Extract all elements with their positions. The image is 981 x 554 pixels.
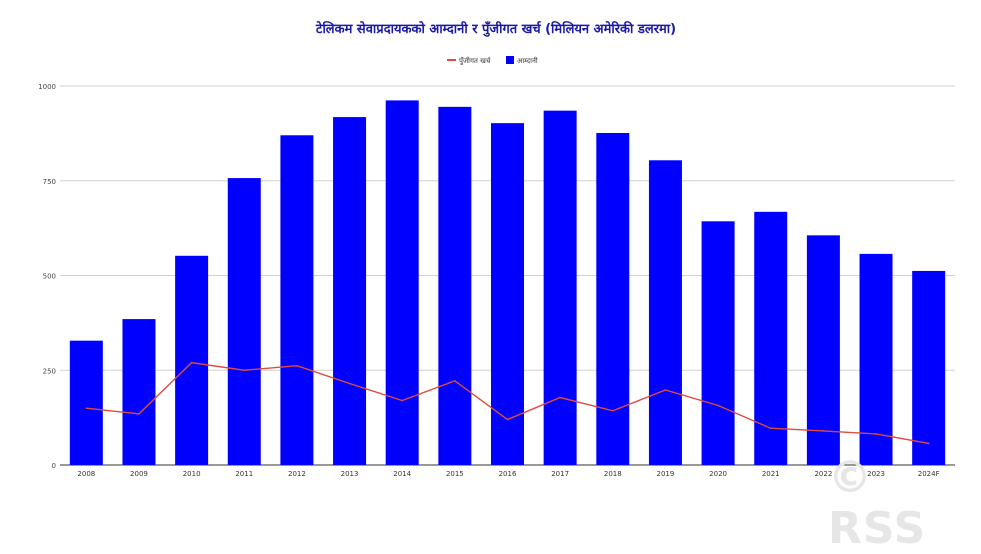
x-tick-label: 2020 — [709, 470, 727, 478]
bar-2012 — [280, 135, 314, 465]
y-tick-label: 0 — [52, 462, 56, 470]
x-tick-label: 2014 — [393, 470, 411, 478]
bar-2018 — [596, 132, 630, 465]
chart-svg: टेलिकम सेवाप्रदायकको आम्दानी र पुँजीगत ख… — [38, 21, 955, 478]
legend-label-line: पुँजीगत खर्च — [459, 56, 491, 65]
y-tick-label: 250 — [43, 367, 56, 375]
bar-2015 — [438, 106, 472, 465]
chart-title: टेलिकम सेवाप्रदायकको आम्दानी र पुँजीगत ख… — [315, 21, 676, 37]
y-axis-ticks: 0 250 500 750 1000 — [38, 83, 56, 470]
x-tick-label: 2017 — [551, 470, 569, 478]
bar-2008 — [69, 340, 103, 465]
line-point-2013 — [348, 382, 351, 385]
x-tick-label: 2016 — [499, 470, 517, 478]
x-tick-label: 2015 — [446, 470, 464, 478]
y-tick-label: 1000 — [38, 83, 56, 91]
x-tick-label: 2021 — [762, 470, 780, 478]
line-point-2014 — [401, 399, 404, 402]
bar-2019 — [648, 160, 682, 465]
x-tick-label: 2012 — [288, 470, 306, 478]
bar-2014 — [385, 100, 419, 465]
line-point-2019 — [664, 389, 667, 391]
x-tick-label: 2013 — [341, 470, 359, 478]
line-point-2017 — [559, 396, 561, 399]
y-tick-label: 750 — [43, 178, 56, 186]
bar-2023 — [859, 253, 893, 465]
line-point-2018 — [611, 410, 614, 412]
watermark: © RSS — [828, 452, 927, 554]
chart-legend: पुँजीगत खर्च आम्दानी — [447, 56, 538, 65]
x-tick-label: 2010 — [183, 470, 201, 478]
x-axis-ticks: 2008 2009 2010 2011 2012 2013 2014 2015 2016 2017… — [77, 470, 939, 478]
line-point-2024F — [927, 442, 930, 445]
bar-2016 — [491, 123, 524, 465]
bar-2013 — [333, 117, 367, 465]
line-point-2010 — [190, 361, 193, 364]
chart-container: टेलिकम सेवाप्रदायकको आम्दानी र पुँजीगत ख… — [38, 21, 955, 554]
x-tick-label: 2019 — [657, 470, 675, 478]
bar-2010 — [175, 255, 209, 465]
x-tick-label: 2011 — [235, 470, 253, 478]
line-series — [85, 361, 930, 445]
x-tick-label: 2024F — [918, 470, 940, 478]
line-point-2015 — [454, 380, 456, 382]
bar-2021 — [754, 211, 788, 465]
line-point-2020 — [717, 404, 719, 407]
bar-2017 — [543, 110, 577, 465]
bar-2011 — [227, 178, 261, 466]
line-point-2008 — [85, 407, 88, 409]
x-tick-label: 2022 — [814, 470, 832, 478]
bar-2022 — [806, 235, 840, 465]
x-tick-label: 2009 — [130, 470, 148, 478]
line-point-2016 — [506, 418, 509, 421]
bar-2009 — [122, 319, 156, 465]
legend-label-bar: आम्दानी — [517, 56, 538, 65]
line-point-2011 — [243, 369, 246, 372]
legend-swatch-bar — [506, 56, 514, 64]
line-point-2021 — [769, 427, 772, 430]
line-point-2012 — [296, 364, 298, 367]
line-point-2022 — [822, 430, 825, 432]
bar-2020 — [701, 221, 735, 465]
x-tick-label: 2023 — [867, 470, 885, 478]
line-point-2023 — [875, 433, 877, 435]
x-tick-label: 2008 — [77, 470, 95, 478]
bar-2024F — [912, 270, 946, 465]
x-tick-label: 2018 — [604, 470, 622, 478]
line-point-2009 — [138, 413, 140, 415]
bar-series — [69, 100, 946, 466]
y-tick-label: 500 — [43, 273, 56, 281]
